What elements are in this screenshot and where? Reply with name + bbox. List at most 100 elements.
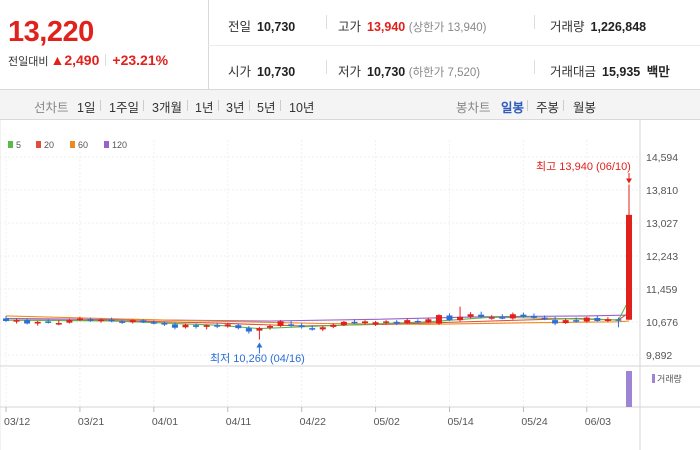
divider (100, 100, 101, 111)
stat-low: 저가 10,730 (하한가 7,520) (338, 61, 480, 80)
legend-label: 5 (16, 140, 21, 150)
divider (527, 100, 528, 111)
candle-body (457, 316, 464, 321)
candle-body (383, 321, 390, 323)
candle-body (171, 324, 178, 328)
stat-open: 시가 10,730 (228, 61, 295, 80)
chart-toolbar: 선차트 1일 1주일 3개월 1년 3년 5년 10년 봉차트 일봉 주봉 월봉 (0, 90, 700, 120)
range-1y[interactable]: 1년 (195, 101, 214, 115)
volume-legend-swatch (652, 374, 655, 383)
tab-monthly[interactable]: 월봉 (573, 101, 597, 115)
candle-body (214, 325, 221, 327)
candle-body (55, 323, 62, 325)
y-tick-label: 11,459 (646, 284, 677, 296)
divider (105, 54, 107, 66)
divider (534, 60, 535, 74)
tab-weekly[interactable]: 주봉 (536, 101, 560, 115)
divider (326, 15, 327, 29)
range-3m[interactable]: 3개월 (152, 101, 182, 115)
stat-volume: 거래량 1,226,848 (550, 16, 646, 35)
range-1w[interactable]: 1주일 (109, 101, 139, 115)
candle-body (34, 321, 41, 324)
y-tick-label: 13,027 (646, 218, 678, 230)
candle-body (13, 320, 20, 322)
up-arrow-icon: ▲ (50, 52, 65, 68)
x-tick-label: 05/24 (521, 416, 547, 428)
x-tick-label: 03/21 (78, 416, 104, 428)
lower-limit: (하한가 7,520) (408, 67, 481, 79)
legend-swatch (70, 141, 75, 148)
range-10y[interactable]: 10년 (289, 101, 315, 115)
range-5y[interactable]: 5년 (257, 101, 276, 115)
candle-body (615, 319, 622, 321)
stat-high: 고가 13,940 (상한가 13,940) (338, 16, 487, 35)
y-tick-label: 10,676 (646, 317, 678, 329)
candle-body (319, 327, 326, 330)
divider (249, 100, 250, 111)
stat-value: 10,730 (257, 65, 296, 79)
candle-body (362, 321, 369, 324)
legend-swatch (104, 141, 109, 148)
candle-body (425, 319, 432, 323)
upper-limit: (상한가 13,940) (408, 22, 487, 34)
divider (208, 45, 700, 46)
candle-body (119, 321, 126, 323)
candle-body (478, 314, 485, 317)
high-arrow-icon (626, 178, 632, 184)
candle-body (372, 322, 379, 325)
candle-body (340, 321, 347, 326)
candle-body (552, 320, 559, 324)
price-change: 전일대비 ▲2,490 +23.21% (8, 52, 168, 69)
candle-body (351, 321, 358, 324)
x-tick-label: 05/14 (447, 416, 473, 428)
stat-value: 15,935 (602, 65, 641, 79)
legend-label: 60 (78, 140, 88, 150)
volume-bar (626, 371, 632, 407)
candle-body (182, 324, 189, 328)
x-tick-label: 04/22 (300, 416, 326, 428)
candle-body (446, 315, 453, 321)
candle-body (150, 322, 157, 324)
candle-chart-label: 봉차트 (456, 101, 491, 115)
y-tick-label: 9,892 (646, 350, 672, 362)
stat-label: 거래대금 (550, 65, 597, 79)
legend-label: 20 (44, 140, 54, 150)
stat-value: 10,730 (257, 20, 296, 34)
stat-prev: 전일 10,730 (228, 16, 295, 35)
candle-body (129, 320, 136, 323)
moving-average-line-ma5 (5, 299, 630, 330)
current-price: 13,220 (8, 16, 94, 48)
candle-body (98, 319, 105, 322)
candle-body (488, 317, 495, 319)
tab-daily[interactable]: 일봉 (501, 101, 525, 115)
candle-body (330, 324, 337, 327)
divider (280, 100, 281, 111)
candle-body (541, 317, 548, 320)
x-tick-label: 04/01 (152, 416, 178, 428)
stat-value: 13,940 (367, 20, 406, 34)
candle-body (583, 317, 590, 322)
stat-label: 거래량 (550, 20, 585, 34)
legend-swatch (36, 141, 41, 148)
candle-body (509, 314, 516, 319)
divider (187, 100, 188, 111)
candle-body (266, 326, 273, 328)
candle-body (562, 320, 569, 324)
volume-label: 거래량 (657, 373, 682, 384)
x-tick-label: 03/12 (4, 416, 30, 428)
price-header: 13,220 전일대비 ▲2,490 +23.21% 전일 10,730 고가 13,9… (0, 0, 700, 90)
divider (326, 60, 327, 74)
high-annotation: 최고 13,940 (06/10) (536, 160, 631, 173)
candle-body (288, 324, 295, 326)
candle-body (45, 321, 52, 323)
stat-label: 전일 (228, 20, 252, 34)
range-1d[interactable]: 1일 (77, 101, 96, 115)
candle-body (140, 320, 147, 323)
range-3y[interactable]: 3년 (226, 101, 245, 115)
candle-body (87, 319, 94, 321)
candle-body (161, 323, 168, 325)
candle-body (393, 321, 400, 324)
low-arrow-icon (256, 342, 263, 348)
divider (563, 100, 564, 111)
legend-swatch (8, 141, 13, 148)
